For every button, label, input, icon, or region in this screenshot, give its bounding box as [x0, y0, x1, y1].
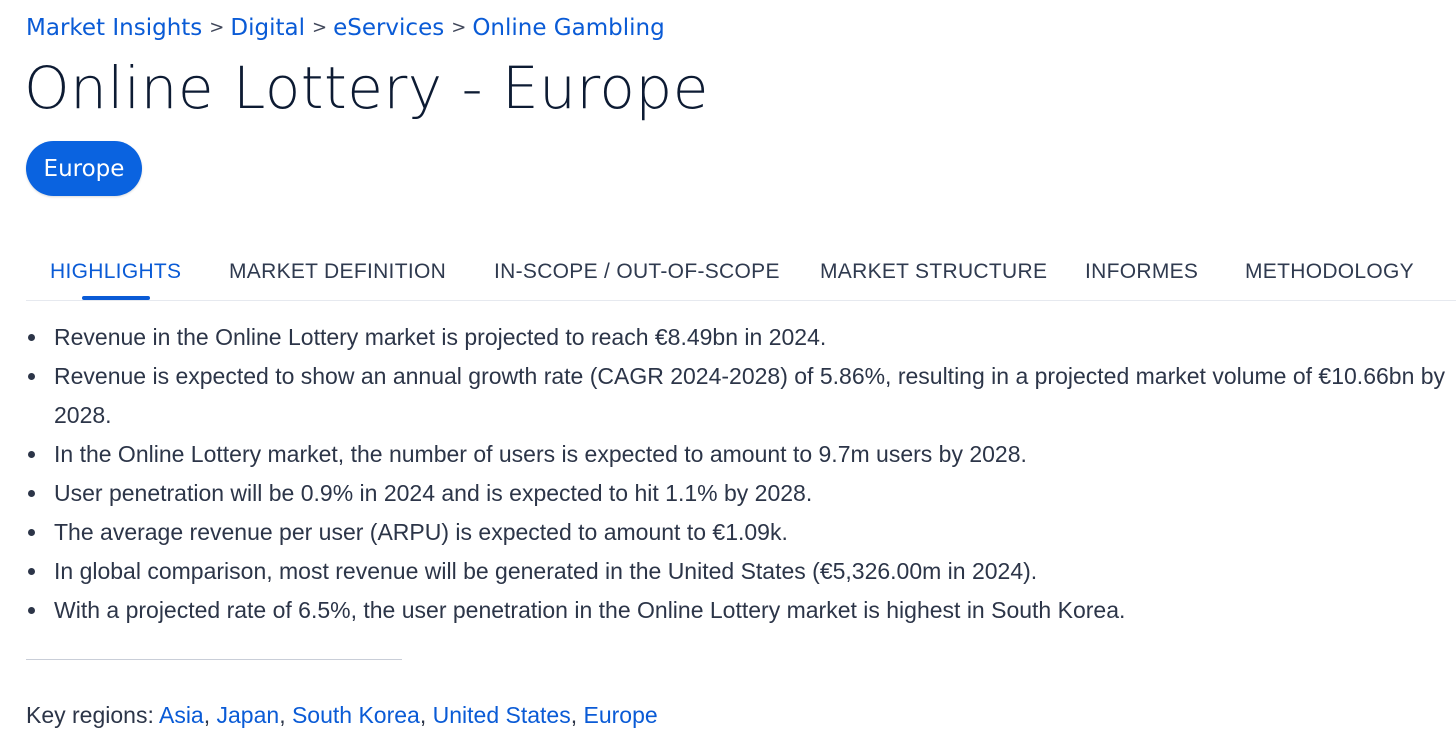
bullet-icon: [28, 568, 35, 575]
tab-market-definition[interactable]: MARKET DEFINITION: [229, 260, 447, 283]
active-tab-indicator: [82, 296, 150, 300]
chevron-right-icon: >: [451, 17, 467, 38]
bullet-icon: [28, 451, 35, 458]
breadcrumb-digital[interactable]: Digital: [230, 15, 305, 41]
highlight-text: In the Online Lottery market, the number…: [54, 441, 1027, 467]
bullet-icon: [28, 334, 35, 341]
key-region-separator: ,: [419, 702, 427, 728]
page-title: Online Lottery - Europe: [24, 54, 709, 122]
highlight-text: In global comparison, most revenue will …: [54, 558, 1038, 584]
chevron-right-icon: >: [311, 17, 328, 38]
highlight-text: Revenue is expected to show an annual gr…: [54, 363, 1446, 428]
bullet-icon: [28, 373, 35, 380]
tab-market-structure[interactable]: MARKET STRUCTURE: [820, 260, 1048, 283]
list-item: The average revenue per user (ARPU) is e…: [26, 513, 1446, 552]
highlights-list: Revenue in the Online Lottery market is …: [26, 318, 1446, 630]
key-region-separator: ,: [570, 702, 578, 728]
tab-highlights[interactable]: HIGHLIGHTS: [50, 260, 182, 283]
list-item: Revenue in the Online Lottery market is …: [26, 318, 1446, 357]
key-regions: Key regions: Asia, Japan, South Korea, U…: [26, 698, 658, 732]
list-item: User penetration will be 0.9% in 2024 an…: [26, 474, 1446, 513]
highlight-text: With a projected rate of 6.5%, the user …: [54, 597, 1126, 623]
breadcrumb-market-insights[interactable]: Market Insights: [26, 15, 203, 41]
bullet-icon: [28, 607, 35, 614]
tab-informes[interactable]: INFORMES: [1085, 260, 1199, 283]
key-region-separator: ,: [279, 702, 286, 728]
list-item: Revenue is expected to show an annual gr…: [26, 357, 1446, 435]
market-insights-page: Market Insights > Digital > eServices > …: [24, 0, 1456, 739]
chevron-right-icon: >: [209, 17, 225, 38]
section-divider: [26, 659, 402, 660]
key-region-link-south-korea[interactable]: South Korea: [291, 702, 420, 728]
key-region-separator: ,: [203, 702, 211, 728]
region-chip-europe[interactable]: Europe: [26, 141, 142, 196]
breadcrumb-eservices[interactable]: eServices: [333, 15, 445, 41]
highlight-text: Revenue in the Online Lottery market is …: [54, 324, 827, 350]
tab-in-scope-out-of-scope[interactable]: IN-SCOPE / OUT-OF-SCOPE: [494, 260, 780, 283]
key-regions-label: Key regions:: [26, 702, 154, 728]
key-region-link-asia[interactable]: Asia: [158, 702, 204, 728]
highlight-text: User penetration will be 0.9% in 2024 an…: [54, 480, 813, 506]
breadcrumb: Market Insights > Digital > eServices > …: [26, 12, 665, 44]
key-region-link-japan[interactable]: Japan: [216, 702, 280, 728]
tab-bar: HIGHLIGHTS MARKET DEFINITION IN-SCOPE / …: [26, 250, 1456, 301]
key-region-link-europe[interactable]: Europe: [583, 702, 658, 728]
bullet-icon: [28, 490, 35, 497]
list-item: In the Online Lottery market, the number…: [26, 435, 1446, 474]
list-item: With a projected rate of 6.5%, the user …: [26, 591, 1446, 630]
bullet-icon: [28, 529, 35, 536]
highlight-text: The average revenue per user (ARPU) is e…: [54, 519, 788, 545]
list-item: In global comparison, most revenue will …: [26, 552, 1446, 591]
breadcrumb-online-gambling[interactable]: Online Gambling: [472, 15, 665, 41]
tab-methodology[interactable]: METHODOLOGY: [1245, 260, 1414, 283]
key-region-link-united-states[interactable]: United States: [432, 702, 571, 728]
